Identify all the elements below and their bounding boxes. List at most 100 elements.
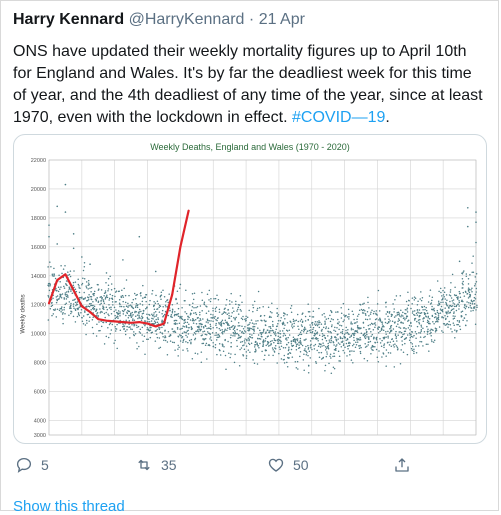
scatter-point bbox=[456, 298, 459, 300]
scatter-point bbox=[302, 331, 305, 333]
scatter-point bbox=[109, 322, 112, 324]
scatter-point bbox=[397, 318, 400, 320]
scatter-point bbox=[177, 335, 179, 338]
scatter-point bbox=[210, 339, 213, 342]
scatter-point bbox=[437, 312, 440, 315]
scatter-point bbox=[345, 342, 348, 345]
scatter-point-outlier bbox=[64, 183, 67, 186]
scatter-point bbox=[453, 305, 456, 308]
scatter-point bbox=[346, 355, 348, 357]
scatter-point bbox=[309, 315, 311, 318]
scatter-point bbox=[212, 345, 215, 348]
scatter-point bbox=[183, 300, 186, 302]
scatter-point bbox=[390, 327, 392, 329]
scatter-point bbox=[470, 307, 473, 309]
like-button[interactable]: 50 bbox=[267, 456, 309, 474]
tweet-date[interactable]: 21 Apr bbox=[258, 11, 305, 28]
scatter-point bbox=[49, 284, 51, 287]
chart-image[interactable]: Weekly Deaths, England and Wales (1970 -… bbox=[13, 134, 487, 444]
scatter-point bbox=[343, 319, 345, 321]
scatter-point bbox=[348, 316, 350, 318]
scatter-point bbox=[109, 275, 111, 277]
scatter-point bbox=[212, 309, 214, 312]
scatter-point bbox=[239, 348, 241, 351]
scatter-point bbox=[92, 332, 95, 335]
scatter-point bbox=[370, 352, 372, 355]
scatter-point bbox=[88, 302, 91, 305]
scatter-point bbox=[184, 321, 187, 324]
scatter-point bbox=[319, 321, 321, 324]
scatter-point bbox=[286, 365, 289, 368]
y-tick-label: 4000 bbox=[34, 419, 46, 425]
scatter-point bbox=[176, 328, 179, 330]
scatter-point bbox=[215, 306, 218, 308]
scatter-point bbox=[131, 315, 133, 317]
share-button[interactable] bbox=[393, 456, 411, 474]
scatter-point bbox=[129, 328, 132, 330]
scatter-point bbox=[128, 314, 130, 317]
scatter-point bbox=[308, 329, 311, 332]
scatter-point bbox=[334, 326, 336, 329]
scatter-point bbox=[163, 313, 166, 316]
scatter-point bbox=[127, 310, 130, 313]
scatter-point bbox=[288, 348, 290, 350]
scatter-point bbox=[301, 325, 303, 328]
scatter-point bbox=[88, 283, 90, 286]
scatter-point bbox=[312, 326, 315, 329]
scatter-point bbox=[177, 315, 180, 318]
scatter-point bbox=[330, 311, 333, 313]
author-handle[interactable]: @HarryKennard bbox=[128, 11, 245, 28]
scatter-point bbox=[134, 306, 137, 309]
scatter-point bbox=[130, 312, 132, 314]
scatter-point bbox=[254, 340, 257, 343]
scatter-point bbox=[398, 319, 401, 322]
scatter-point bbox=[434, 327, 437, 330]
scatter-point bbox=[183, 319, 185, 322]
scatter-point bbox=[206, 319, 209, 322]
scatter-point bbox=[268, 354, 270, 356]
scatter-point bbox=[286, 330, 289, 332]
scatter-point bbox=[364, 337, 367, 340]
scatter-point bbox=[87, 305, 90, 307]
author-name[interactable]: Harry Kennard bbox=[13, 11, 125, 28]
scatter-point bbox=[388, 312, 391, 314]
reply-button[interactable]: 5 bbox=[15, 456, 49, 474]
scatter-point bbox=[416, 325, 419, 328]
scatter-point bbox=[77, 283, 80, 286]
scatter-point bbox=[61, 272, 63, 275]
scatter-point bbox=[310, 329, 312, 331]
retweet-button[interactable]: 35 bbox=[135, 456, 177, 474]
scatter-point bbox=[336, 326, 338, 329]
scatter-point bbox=[301, 344, 304, 347]
scatter-point bbox=[413, 319, 416, 321]
scatter-point bbox=[146, 307, 148, 309]
scatter-point bbox=[269, 330, 271, 332]
hashtag-link[interactable]: #COVID—19 bbox=[292, 109, 386, 126]
scatter-point bbox=[329, 320, 332, 323]
scatter-point bbox=[459, 296, 462, 298]
scatter-point bbox=[364, 318, 367, 321]
reply-count: 5 bbox=[41, 457, 49, 473]
scatter-point bbox=[457, 297, 459, 299]
scatter-point bbox=[99, 312, 102, 314]
scatter-point bbox=[177, 307, 180, 310]
scatter-point bbox=[259, 332, 262, 334]
scatter-point-outlier bbox=[154, 270, 157, 273]
scatter-point bbox=[89, 316, 91, 318]
scatter-point bbox=[407, 319, 410, 321]
scatter-point bbox=[354, 332, 356, 335]
scatter-point bbox=[151, 293, 153, 295]
scatter-point bbox=[440, 309, 442, 312]
scatter-point bbox=[109, 332, 112, 335]
scatter-point bbox=[322, 356, 325, 359]
scatter-point bbox=[193, 312, 195, 314]
scatter-point bbox=[272, 354, 274, 357]
scatter-point bbox=[144, 324, 146, 327]
show-thread-link[interactable]: Show this thread bbox=[13, 498, 125, 515]
scatter-point bbox=[80, 312, 82, 314]
scatter-point bbox=[467, 297, 470, 299]
scatter-point bbox=[191, 357, 194, 360]
scatter-point bbox=[462, 291, 465, 294]
scatter-point bbox=[81, 284, 83, 286]
